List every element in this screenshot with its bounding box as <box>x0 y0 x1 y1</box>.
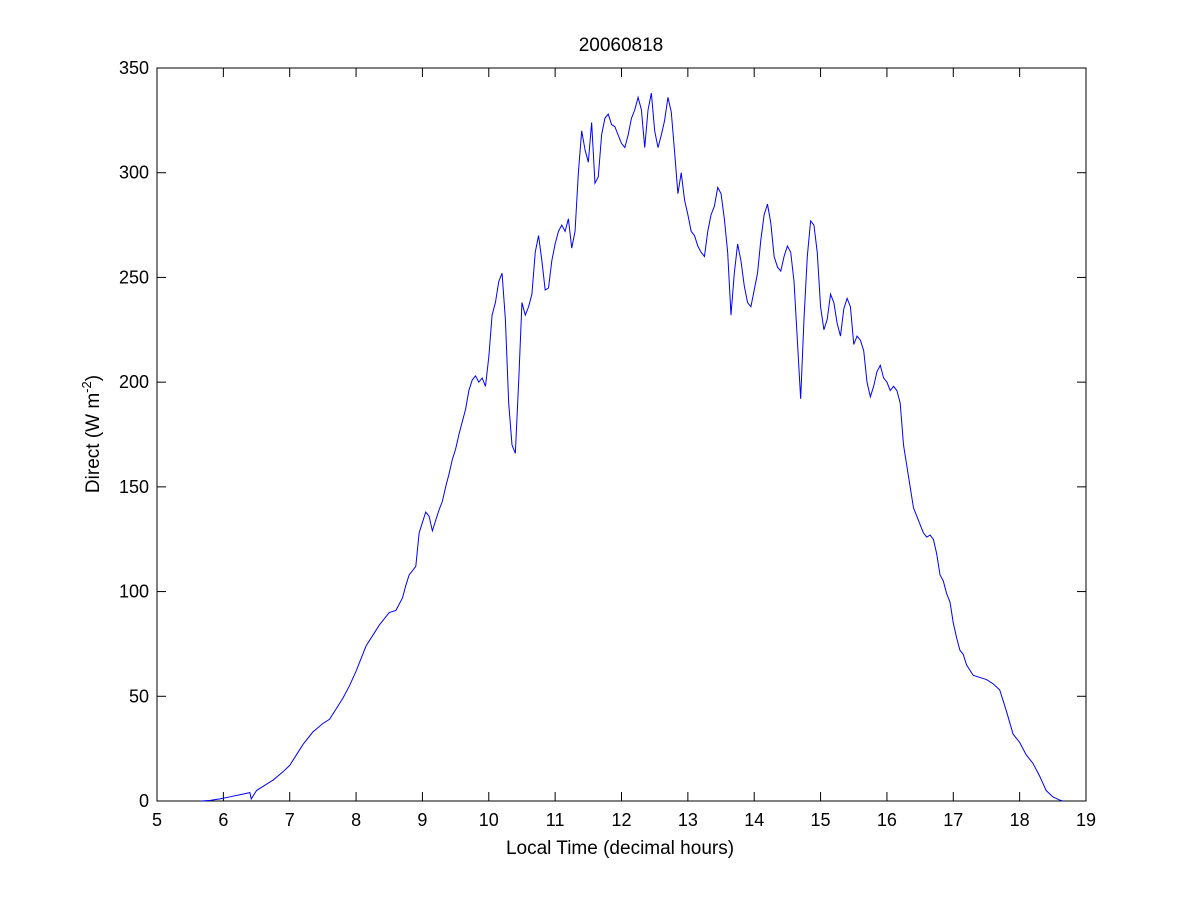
x-tick-label: 10 <box>479 810 499 830</box>
x-tick-label: 15 <box>811 810 831 830</box>
x-tick-label: 9 <box>417 810 427 830</box>
x-tick-label: 5 <box>152 810 162 830</box>
x-tick-label: 16 <box>877 810 897 830</box>
y-tick-label: 300 <box>119 163 149 183</box>
x-tick-labels: 5 6 7 8 9 10 11 12 13 14 15 16 17 18 19 <box>152 810 1096 830</box>
x-tick-label: 19 <box>1076 810 1096 830</box>
x-tick-label: 6 <box>218 810 228 830</box>
x-tick-label: 17 <box>943 810 963 830</box>
y-tick-label: 200 <box>119 372 149 392</box>
x-axis-label: Local Time (decimal hours) <box>506 838 734 859</box>
x-tick-label: 18 <box>1010 810 1030 830</box>
y-tick-label: 250 <box>119 267 149 287</box>
x-tick-label: 8 <box>351 810 361 830</box>
x-tick-label: 12 <box>611 810 631 830</box>
y-tick-label: 0 <box>139 791 149 811</box>
series-line <box>201 93 1063 802</box>
y-tick-labels: 0 50 100 150 200 250 300 350 <box>119 58 149 811</box>
x-tick-label: 11 <box>546 810 565 830</box>
x-tick-label: 7 <box>285 810 295 830</box>
axis-ticks <box>156 67 1087 802</box>
y-axis-label-superscript: -2 <box>79 381 94 393</box>
plot-area <box>156 67 1087 802</box>
chart-title: 20060818 <box>579 35 664 56</box>
y-tick-label: 100 <box>119 582 149 602</box>
y-axis-label: Direct (W m-2) <box>79 375 104 493</box>
x-tick-label: 14 <box>744 810 764 830</box>
y-tick-label: 150 <box>119 477 149 497</box>
y-tick-label: 350 <box>119 58 149 78</box>
x-tick-label: 13 <box>678 810 698 830</box>
y-axis-label-suffix: ) <box>83 375 104 381</box>
y-tick-label: 50 <box>129 686 149 706</box>
y-axis-label-main: Direct (W m <box>83 393 104 493</box>
